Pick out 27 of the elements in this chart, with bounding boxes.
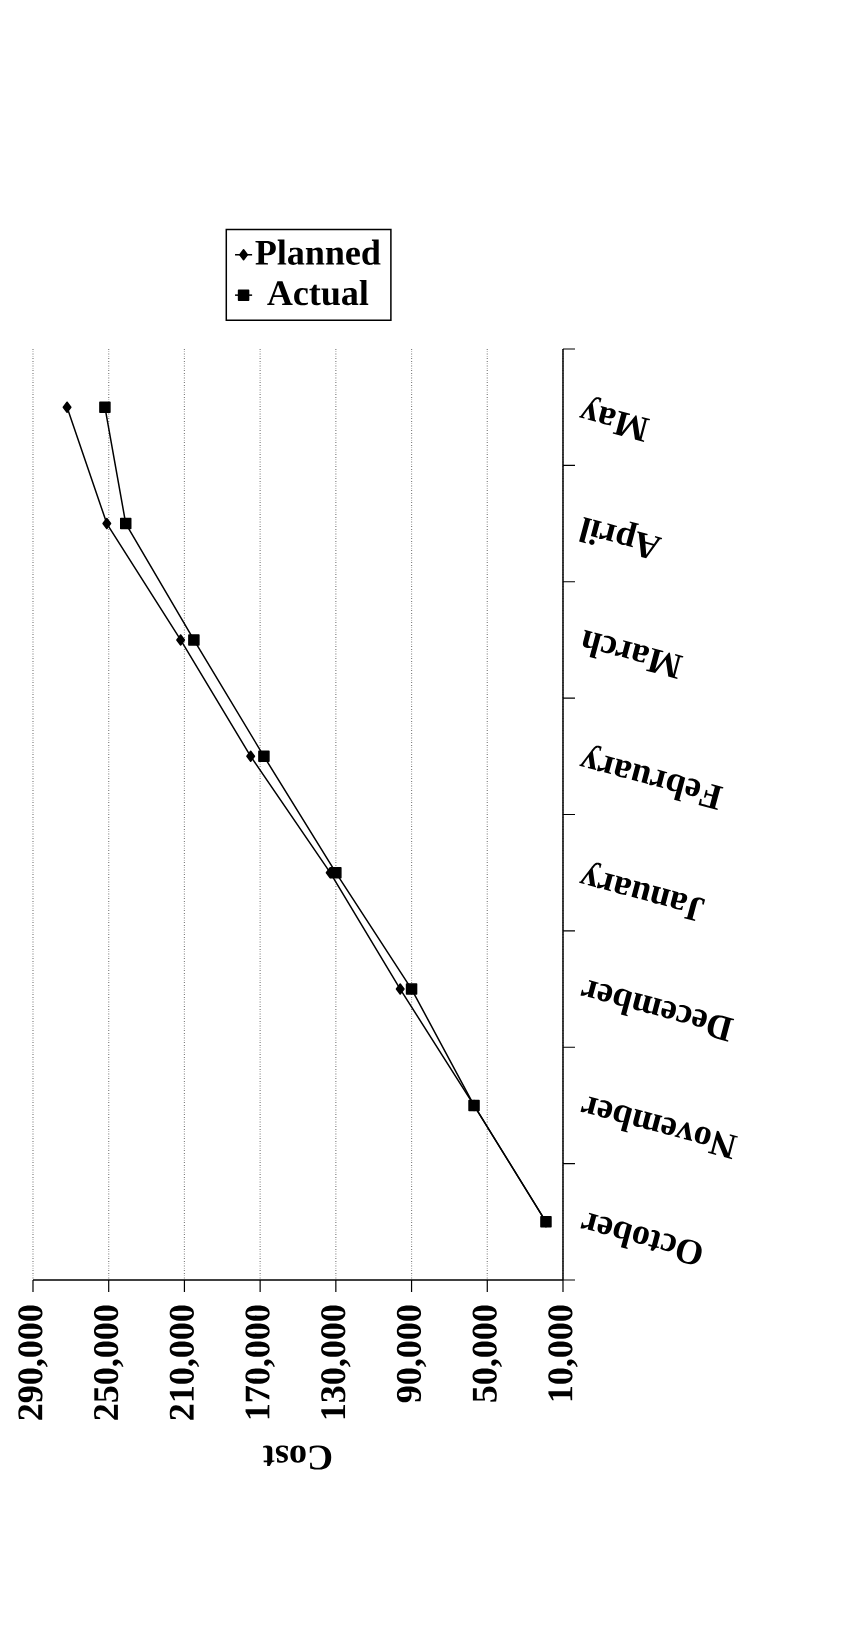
x-tick-label: 250,000 [93, 1305, 124, 1420]
point [258, 750, 270, 763]
point [102, 517, 112, 530]
point [176, 634, 186, 646]
y-tick-label: April [579, 516, 663, 559]
point [405, 983, 418, 995]
point [99, 401, 111, 413]
legend-label: Planned [255, 239, 381, 265]
x-tick-label: 170,000 [245, 1305, 275, 1419]
legend-label: Actual [267, 279, 369, 306]
x-axis-title: Cost [263, 1445, 332, 1470]
x-tick-label: 90,000 [396, 1305, 427, 1403]
y-tick-label: March [582, 629, 684, 680]
x-tick-label: 290,000 [18, 1305, 48, 1420]
point [119, 517, 132, 530]
point [188, 634, 200, 646]
point [62, 401, 72, 413]
x-tick-label: 10,000 [548, 1305, 578, 1401]
y-tick-label: October [580, 1212, 702, 1265]
y-tick-label: May [579, 397, 651, 442]
point [246, 750, 256, 763]
point [395, 983, 405, 995]
y-tick-label: January [579, 862, 706, 922]
x-tick-label: 50,000 [472, 1305, 503, 1402]
x-tick-label: 130,000 [321, 1305, 351, 1419]
x-tick-label: 210,000 [169, 1305, 200, 1420]
point [330, 866, 342, 879]
